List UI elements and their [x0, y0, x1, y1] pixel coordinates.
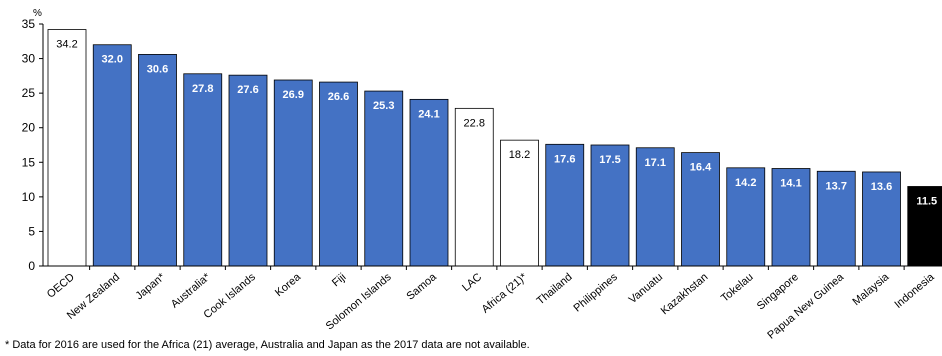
- bar: [273, 79, 313, 267]
- x-category-label: Australia*: [169, 271, 213, 311]
- bar-value-label: 22.8: [464, 117, 485, 129]
- bar: [47, 29, 87, 267]
- x-category-label: Vanuatu: [627, 271, 665, 306]
- bar-value-label: 32.0: [102, 54, 123, 66]
- y-tick-label: 10: [22, 190, 36, 204]
- bar-value-label: 14.1: [780, 178, 801, 190]
- x-category-label: Philippines: [571, 271, 620, 315]
- bar: [228, 74, 268, 267]
- bar: [183, 73, 223, 267]
- bar: [635, 147, 675, 267]
- x-category-label: LAC: [460, 271, 484, 294]
- bar-value-label: 24.1: [418, 108, 439, 120]
- y-tick-label: 15: [22, 155, 36, 169]
- bar-value-label: 11.5: [916, 195, 937, 207]
- bar-value-label: 30.6: [147, 63, 168, 75]
- bar: [500, 139, 539, 267]
- bar-value-label: 25.3: [373, 100, 394, 112]
- bar-value-label: 17.6: [554, 153, 575, 165]
- bar-value-label: 27.8: [192, 83, 213, 95]
- bar: [138, 54, 177, 267]
- y-tick-label: 5: [28, 224, 35, 238]
- bar-value-label: 13.7: [826, 180, 847, 192]
- bar-value-label: 18.2: [509, 149, 530, 161]
- x-category-label: Samoa: [405, 271, 440, 303]
- y-tick-label: 0: [28, 259, 35, 273]
- bar: [364, 90, 404, 267]
- bar: [771, 168, 811, 267]
- x-category-label: Tokelau: [719, 271, 756, 305]
- y-tick-label: 25: [22, 86, 36, 100]
- x-category-label: Japan*: [133, 271, 168, 303]
- x-category-label: Papua New Guinea: [765, 271, 846, 340]
- bar-value-label: 13.6: [871, 181, 892, 193]
- bar: [454, 107, 494, 267]
- bar-value-label: 34.2: [56, 39, 77, 51]
- bar-value-label: 27.6: [237, 84, 258, 96]
- x-category-label: Africa (21)*: [480, 271, 530, 316]
- x-category-label: Korea: [273, 271, 304, 300]
- y-tick-label: 35: [22, 17, 36, 31]
- bar-value-label: 17.5: [599, 154, 620, 166]
- x-category-label: Indonesia: [892, 271, 937, 311]
- x-category-label: OECD: [45, 271, 77, 301]
- x-category-label: Fiji: [330, 271, 348, 289]
- x-category-label: Thailand: [535, 271, 575, 307]
- bar: [319, 81, 358, 267]
- bar-value-label: 26.6: [328, 91, 349, 103]
- x-category-label: Singapore: [755, 271, 801, 312]
- bar: [907, 186, 942, 267]
- x-category-label: Malaysia: [850, 271, 892, 309]
- bar: [862, 171, 901, 267]
- x-category-label: Kazakhstan: [659, 271, 711, 317]
- chart-footnote: * Data for 2016 are used for the Africa …: [5, 339, 530, 351]
- bar-value-label: 14.2: [735, 177, 756, 189]
- bar: [816, 170, 856, 267]
- y-axis-unit: %: [33, 8, 42, 19]
- bar: [409, 98, 449, 267]
- bar: [681, 152, 720, 267]
- bar: [92, 44, 132, 267]
- y-tick-label: 30: [22, 52, 36, 66]
- bar-value-label: 26.9: [283, 89, 304, 101]
- bar-value-label: 17.1: [645, 157, 666, 169]
- bar: [726, 167, 766, 267]
- bar-value-label: 16.4: [690, 162, 712, 174]
- bar: [590, 144, 630, 267]
- y-tick-label: 20: [22, 121, 36, 135]
